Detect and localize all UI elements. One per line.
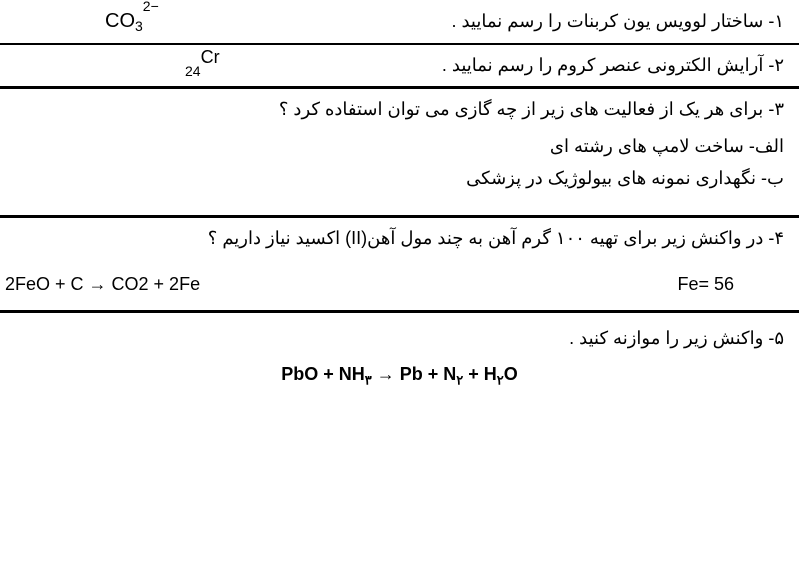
q3-text: ۳- برای هر یک از فعالیت های زیر از چه گا… bbox=[15, 99, 784, 120]
q1-text: ۱- ساختار لوویس یون کربنات را رسم نمایید… bbox=[451, 11, 784, 32]
question-4-row: ۴- در واکنش زیر برای تهیه ۱۰۰ گرم آهن به… bbox=[0, 218, 799, 259]
q4-given: Fe= 56 bbox=[677, 274, 734, 295]
q2-formula-sub: 24 bbox=[185, 63, 201, 79]
question-2-row: 24 Cr ۲- آرایش الکترونی عنصر کروم را رسم… bbox=[0, 45, 799, 89]
question-3-block: ۳- برای هر یک از فعالیت های زیر از چه گا… bbox=[0, 89, 799, 218]
q2-formula-sup: Cr bbox=[201, 47, 220, 68]
q5-text: ۵- واکنش زیر را موازنه کنید . bbox=[15, 328, 784, 349]
q1-formula-base: CO bbox=[105, 10, 135, 33]
q1-formula-sup: 2− bbox=[143, 0, 159, 14]
q2-formula: 24 Cr bbox=[185, 55, 220, 76]
q5-eq-arrow: → bbox=[372, 364, 400, 384]
q4-equation: 2FeO + C → CO2 + 2Fe bbox=[5, 274, 200, 295]
q1-formula: CO 3 2− bbox=[105, 10, 159, 33]
q5-eq-p4: O bbox=[504, 364, 518, 384]
q5-eq-p3: + H bbox=[463, 364, 497, 384]
question-5-row: ۵- واکنش زیر را موازنه کنید . bbox=[0, 313, 799, 354]
q3-option-a: الف- ساخت لامپ های رشته ای bbox=[15, 130, 784, 162]
q1-formula-sub: 3 bbox=[135, 18, 143, 34]
q5-eq-s1: ۳ bbox=[365, 372, 372, 387]
q2-text: ۲- آرایش الکترونی عنصر کروم را رسم نمایی… bbox=[442, 55, 784, 76]
q5-eq-p1: PbO + NH bbox=[281, 364, 365, 384]
q4-text: ۴- در واکنش زیر برای تهیه ۱۰۰ گرم آهن به… bbox=[15, 228, 784, 249]
question-4-equation-row: 2FeO + C → CO2 + 2Fe Fe= 56 bbox=[0, 259, 799, 313]
q5-eq-p2: Pb + N bbox=[400, 364, 457, 384]
q3-options: الف- ساخت لامپ های رشته ای ب- نگهداری نم… bbox=[15, 120, 784, 195]
question-1-row: CO 3 2− ۱- ساختار لوویس یون کربنات را رس… bbox=[0, 0, 799, 45]
q5-eq-s3: ۲ bbox=[497, 372, 504, 387]
q5-equation: PbO + NH۳ → Pb + N۲ + H۲O bbox=[0, 354, 799, 399]
q3-option-b: ب- نگهداری نمونه های بیولوژیک در پزشکی bbox=[15, 162, 784, 194]
